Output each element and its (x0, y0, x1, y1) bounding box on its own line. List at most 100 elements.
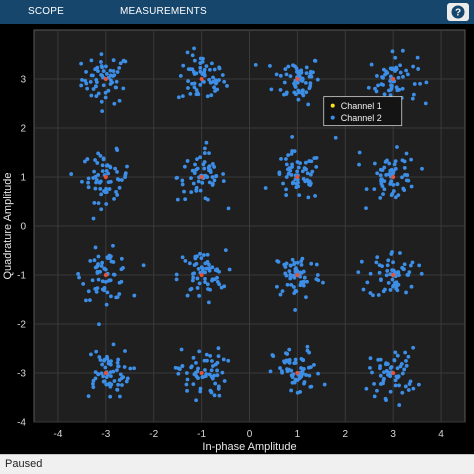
channel-2-point (305, 344, 310, 349)
channel-2-point (221, 357, 226, 362)
channel-1-point (199, 371, 204, 375)
channel-2-point (192, 46, 196, 51)
tab-scope[interactable]: SCOPE (28, 6, 65, 17)
channel-2-point (274, 72, 279, 77)
channel-2-point (299, 262, 304, 267)
channel-2-point (115, 148, 120, 153)
channel-2-point (202, 151, 207, 155)
channel-2-point (197, 293, 202, 298)
channel-1-point (199, 77, 204, 81)
channel-2-point (204, 352, 209, 357)
svg-text:?: ? (455, 8, 461, 19)
channel-2-point (263, 186, 268, 190)
channel-2-point (381, 289, 386, 294)
channel-2-point (117, 66, 122, 70)
channel-2-point (309, 261, 314, 266)
channel-2-point (284, 187, 288, 192)
channel-2-point (396, 270, 401, 274)
channel-2-point (212, 165, 217, 169)
channel-2-point (385, 269, 390, 273)
channel-2-point (402, 267, 406, 272)
channel-2-point (192, 263, 197, 267)
channel-2-point (109, 374, 113, 379)
channel-2-point (378, 196, 383, 200)
channel-2-point (400, 390, 405, 395)
channel-2-point (406, 178, 411, 183)
help-button[interactable]: ? (447, 3, 469, 21)
channel-2-point (276, 259, 281, 264)
x-tick-label: 1 (295, 429, 301, 440)
y-tick-label: 1 (20, 173, 26, 184)
channel-2-point (205, 282, 210, 287)
channel-2-point (203, 173, 208, 178)
channel-2-point (205, 94, 210, 99)
channel-2-point (208, 170, 213, 175)
channel-2-point (100, 260, 105, 265)
channel-2-point (284, 72, 289, 77)
channel-2-point (88, 79, 93, 84)
channel-2-point (92, 258, 97, 263)
channel-2-point (388, 374, 393, 379)
channel-2-point (190, 81, 194, 86)
channel-2-point (202, 67, 207, 72)
channel-2-point (125, 164, 129, 169)
channel-2-point (304, 373, 308, 377)
channel-2-point (123, 173, 128, 178)
channel-2-point (405, 272, 410, 277)
channel-2-point (203, 276, 207, 281)
channel-2-point (408, 263, 413, 268)
channel-2-point (180, 178, 185, 183)
channel-2-point (411, 386, 416, 391)
channel-2-point (306, 365, 311, 370)
channel-2-point (396, 374, 401, 379)
channel-2-point (106, 382, 111, 387)
channel-2-point (377, 270, 382, 275)
channel-2-point (385, 263, 390, 268)
channel-2-point (374, 74, 379, 78)
channel-2-point (100, 362, 105, 367)
channel-2-point (209, 93, 214, 98)
channel-2-point (378, 373, 383, 378)
channel-2-point (85, 86, 90, 91)
channel-1-point (103, 371, 108, 375)
channel-2-point (115, 193, 120, 197)
channel-2-point (226, 206, 231, 211)
channel-2-point (197, 349, 202, 354)
channel-2-point (206, 300, 211, 305)
channel-2-point (220, 73, 225, 77)
channel-2-point (111, 69, 116, 73)
channel-2-point (388, 66, 393, 71)
channel-1-point (103, 77, 108, 81)
channel-2-point (80, 179, 84, 184)
question-mark-icon: ? (451, 5, 465, 19)
channel-2-point (103, 90, 108, 95)
channel-2-point (304, 295, 308, 300)
channel-2-point (292, 275, 297, 280)
channel-2-point (103, 64, 108, 69)
channel-2-point (302, 166, 307, 170)
channel-2-point (410, 96, 415, 101)
channel-2-point (381, 192, 385, 197)
channel-2-point (111, 342, 116, 347)
channel-2-point (113, 85, 118, 90)
channel-2-point (388, 182, 393, 186)
channel-2-point (302, 367, 306, 371)
channel-2-point (202, 358, 207, 363)
channel-2-point (101, 379, 106, 384)
channel-2-point (217, 269, 222, 274)
channel-2-point (372, 394, 377, 399)
channel-2-point (312, 58, 317, 63)
channel-2-point (212, 373, 217, 378)
scope-display: -4 -3 -2 -1 0 1 2 3 4 -4 -3 -2 -1 0 1 2 3 In-phase Amplit… (0, 24, 474, 454)
channel-2-point (104, 279, 108, 284)
channel-2-point (121, 58, 126, 63)
tab-measurements[interactable]: MEASUREMENTS (120, 6, 207, 17)
channel-1-point (199, 175, 204, 179)
x-tick-label: 4 (438, 429, 444, 440)
channel-2-point (198, 65, 203, 70)
channel-2-point (103, 267, 108, 272)
channel-2-point (93, 376, 98, 381)
channel-2-point (410, 260, 415, 265)
channel-2-point (93, 245, 98, 250)
channel-2-point (195, 276, 200, 281)
